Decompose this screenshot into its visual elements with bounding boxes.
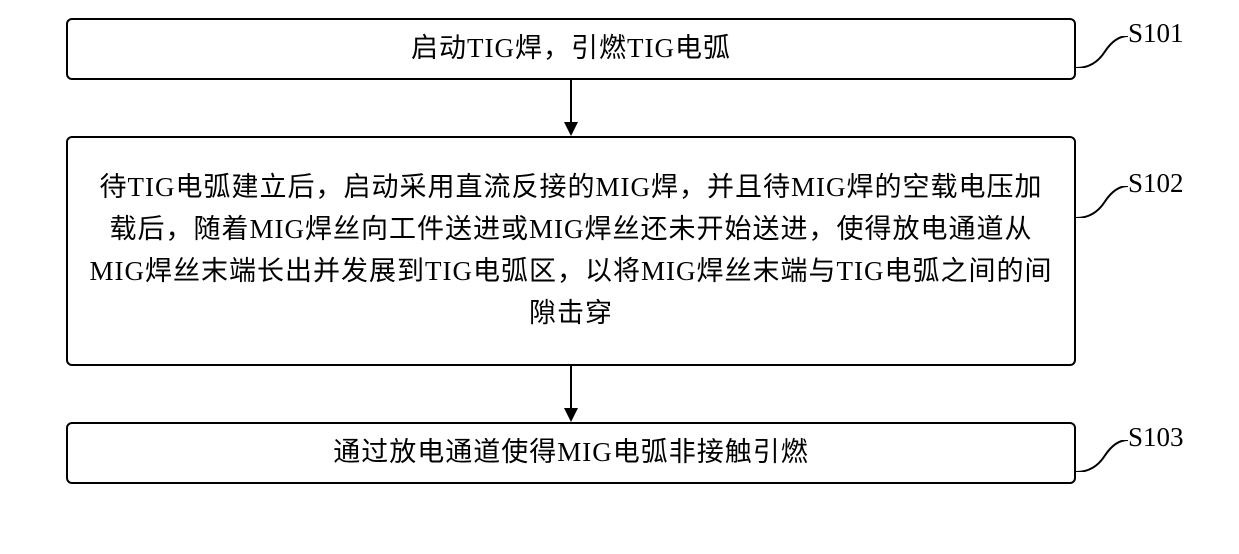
flow-step-s102-label: S102 xyxy=(1128,168,1184,199)
flow-arrow-s101-s102 xyxy=(562,80,580,136)
flow-step-s101-label: S101 xyxy=(1128,18,1184,49)
flow-step-s101-text: 启动TIG焊，引燃TIG电弧 xyxy=(411,28,731,70)
flow-step-s101: 启动TIG焊，引燃TIG电弧 xyxy=(66,18,1076,80)
label-connector-s101 xyxy=(1076,36,1128,68)
flow-step-s102: 待TIG电弧建立后，启动采用直流反接的MIG焊，并且待MIG焊的空载电压加载后，… xyxy=(66,136,1076,366)
flow-step-s103-text: 通过放电通道使得MIG电弧非接触引燃 xyxy=(333,432,809,474)
flowchart-canvas: 启动TIG焊，引燃TIG电弧 S101 待TIG电弧建立后，启动采用直流反接的M… xyxy=(0,0,1239,554)
flow-step-s103: 通过放电通道使得MIG电弧非接触引燃 xyxy=(66,422,1076,484)
label-connector-s103 xyxy=(1076,440,1128,472)
flow-step-s102-text: 待TIG电弧建立后，启动采用直流反接的MIG焊，并且待MIG焊的空载电压加载后，… xyxy=(88,167,1054,334)
flow-arrow-s102-s103 xyxy=(562,366,580,422)
flow-step-s103-label: S103 xyxy=(1128,422,1184,453)
label-connector-s102 xyxy=(1076,186,1128,218)
